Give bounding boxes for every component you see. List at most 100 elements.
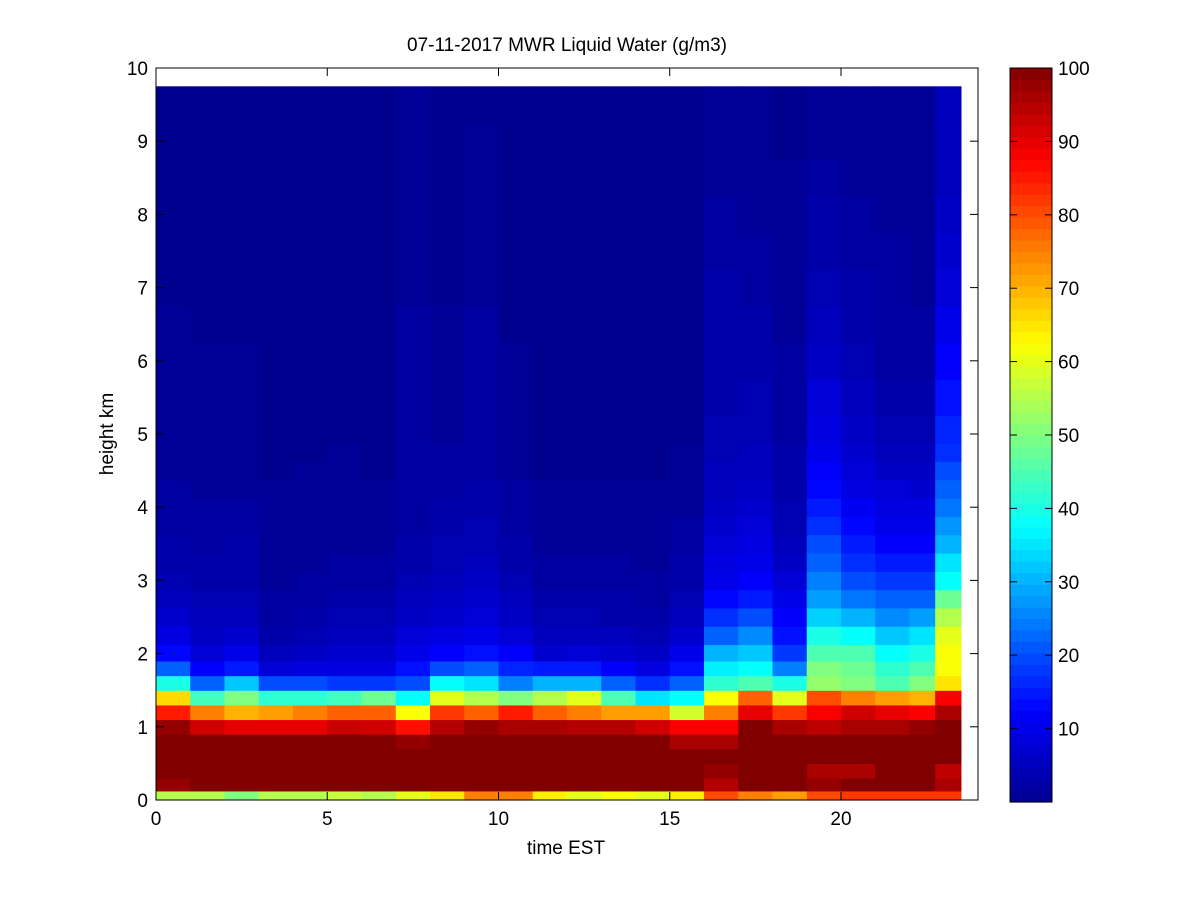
heatmap-cell [738,790,774,801]
heatmap-cell [395,660,431,677]
colorbar-segment [1010,90,1052,104]
x-tick-label: 15 [659,809,680,830]
heatmap-cell [224,498,260,517]
colorbar-segment [1010,366,1052,379]
heatmap-cell [327,660,363,677]
heatmap-cell [841,122,876,161]
heatmap-cell [704,479,739,499]
heatmap-cell [635,552,671,572]
heatmap-cell [935,159,962,197]
heatmap-cell [567,607,602,627]
heatmap-cell [738,763,774,779]
heatmap-cell [395,607,431,627]
heatmap-cell [156,571,191,591]
heatmap-cell [806,443,842,463]
heatmap-cell [772,626,808,646]
heatmap-cell [258,675,294,691]
heatmap-cell [567,122,602,161]
heatmap-cell [935,790,962,801]
heatmap-cell [464,790,500,801]
heatmap-cell [806,86,842,124]
y-tick-label: 6 [137,352,148,373]
heatmap-cell [935,232,962,270]
heatmap-cell [601,552,637,572]
colorbar-segment [1010,136,1052,149]
heatmap-cell [190,232,226,270]
heatmap-cell [806,626,842,646]
heatmap-cell [909,626,936,646]
heatmap-cell [806,660,842,677]
heatmap-cell [738,660,774,677]
heatmap-cell [224,443,260,463]
heatmap-cell [224,86,260,124]
heatmap-cell [498,379,534,417]
heatmap-cell [601,196,637,234]
heatmap-cell [361,516,397,536]
heatmap-cell [909,498,936,517]
colorbar-segment [1010,629,1052,643]
heatmap-cell [669,122,705,161]
heatmap-cell [430,516,465,536]
heatmap-cell [532,443,568,463]
colorbar-segment [1010,389,1052,402]
x-axis-label: time EST [527,838,606,859]
heatmap-cell [156,86,191,124]
heatmap-cell [738,342,774,380]
heatmap-cell [224,719,260,735]
heatmap-cell [327,589,363,609]
heatmap-cell [395,748,431,764]
heatmap-cell [669,778,705,792]
heatmap-cell [532,571,568,591]
heatmap-cell [327,778,363,792]
heatmap-cell [464,748,500,764]
heatmap-cell [498,778,534,792]
heatmap-cell [909,589,936,609]
heatmap-cell [224,589,260,609]
heatmap-cell [224,790,260,801]
heatmap-cell [156,748,191,764]
colorbar-segment [1010,744,1052,757]
heatmap-cell [498,86,534,124]
heatmap-cell [772,660,808,677]
heatmap-cell [841,571,876,591]
heatmap-cell [532,734,568,750]
heatmap-cells [156,86,962,801]
x-tick-label: 5 [322,809,333,830]
heatmap-cell [293,86,328,124]
heatmap-cell [935,675,962,691]
heatmap-cell [464,660,500,677]
heatmap-cell [156,461,191,481]
heatmap-cell [293,342,328,380]
heatmap-cell [430,196,465,234]
heatmap-cell [498,443,534,463]
colorbar-segment [1010,423,1052,436]
heatmap-cell [841,196,876,234]
heatmap-cell [772,498,808,517]
heatmap-cell [190,644,226,662]
heatmap-cell [327,748,363,764]
heatmap-cell [190,790,226,801]
heatmap-cell [909,159,936,197]
heatmap-cell [841,415,876,444]
heatmap-cell [635,734,671,750]
heatmap-cell [635,690,671,706]
heatmap-cell [601,498,637,517]
heatmap-cell [361,571,397,591]
heatmap-cell [532,86,568,124]
heatmap-cell [293,734,328,750]
heatmap-cell [258,415,294,444]
heatmap-cell [601,122,637,161]
heatmap-cell [361,534,397,554]
heatmap-cell [532,644,568,662]
heatmap-cell [258,86,294,124]
heatmap-cell [395,589,431,609]
heatmap-cell [532,704,568,721]
heatmap-cell [190,675,226,691]
heatmap-cell [395,159,431,197]
heatmap-cell [395,644,431,662]
heatmap-cell [498,305,534,344]
colorbar-segment [1010,515,1052,528]
heatmap-cell [498,660,534,677]
heatmap-cell [909,719,936,735]
heatmap-cell [395,86,431,124]
